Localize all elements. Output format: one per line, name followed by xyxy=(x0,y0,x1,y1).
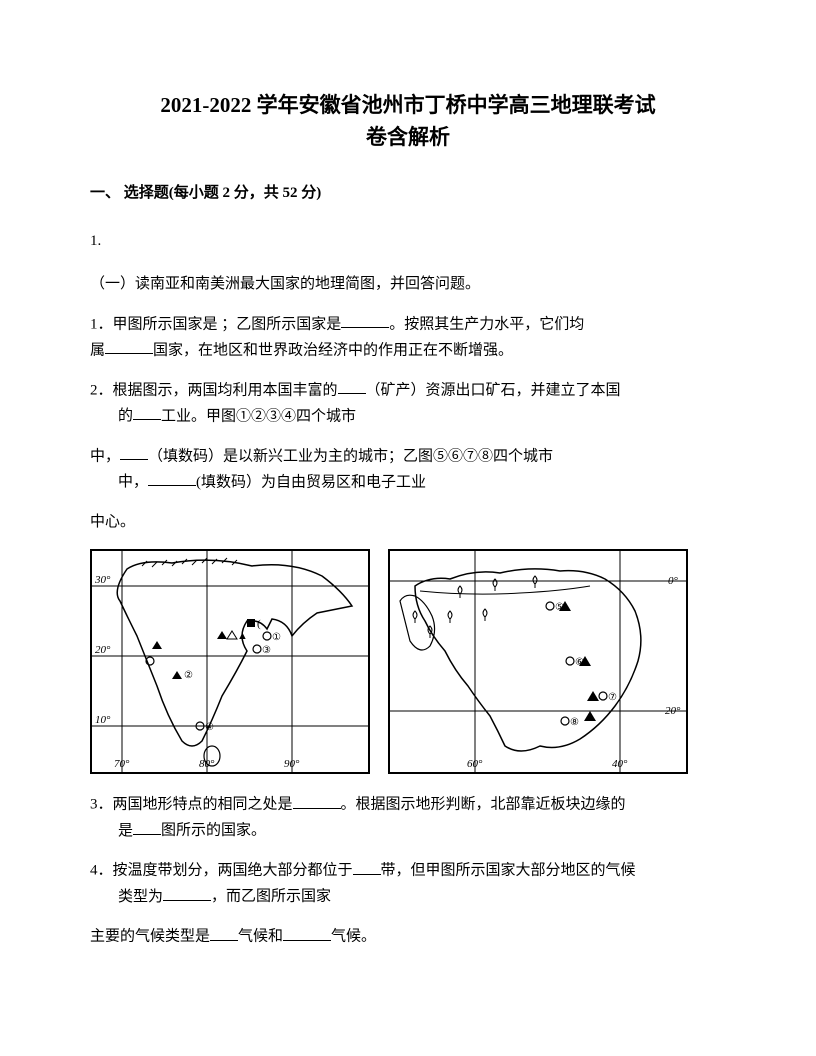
question-1-1: 1．甲图所示国家是 ；乙图所示国家是 。按照其生产力水平，它们均 属 国家，在地区和… xyxy=(90,312,726,364)
maps-container: 30° 20° 10° 70° 80° 90° ( ▲ ① ③ ② xyxy=(90,549,726,774)
text: 2．根据图示，两国均利用本国丰富的 xyxy=(90,382,338,398)
text: 是 xyxy=(90,823,133,839)
blank xyxy=(341,312,389,329)
blank xyxy=(163,884,211,901)
question-number-1: 1. xyxy=(90,229,726,255)
blank xyxy=(210,924,238,941)
city-marker: ( xyxy=(257,618,261,630)
text: 类型为 xyxy=(90,889,163,905)
lon-60: 60° xyxy=(467,758,483,770)
page-title: 2021-2022 学年安徽省池州市丁桥中学高三地理联考试 卷含解析 xyxy=(90,90,726,153)
map-india-svg: 30° 20° 10° 70° 80° 90° ( ▲ ① ③ ② xyxy=(92,551,368,772)
svg-text:③: ③ xyxy=(262,645,271,656)
svg-text:⑦: ⑦ xyxy=(608,692,617,703)
svg-text:①: ① xyxy=(272,632,281,643)
svg-text:②: ② xyxy=(184,670,193,681)
text: 主要的气候类型是 xyxy=(90,929,210,945)
text: 国家，在地区和世界政治经济中的作用正在不断增强。 xyxy=(153,342,513,358)
question-1-intro: （一）读南亚和南美洲最大国家的地理简图，并回答问题。 xyxy=(90,272,726,298)
map-india: 30° 20° 10° 70° 80° 90° ( ▲ ① ③ ② xyxy=(90,549,370,774)
title-line-2: 卷含解析 xyxy=(90,122,726,154)
blank xyxy=(133,404,161,421)
svg-text:⑥: ⑥ xyxy=(575,657,584,668)
text: 。根据图示地形判断，北部靠近板块边缘的 xyxy=(341,797,626,813)
blank xyxy=(120,444,148,461)
blank xyxy=(293,792,341,809)
text: 4．按温度带划分，两国绝大部分都位于 xyxy=(90,863,353,879)
title-line-1: 2021-2022 学年安徽省池州市丁桥中学高三地理联考试 xyxy=(90,90,726,122)
blank xyxy=(283,924,331,941)
text: 气候。 xyxy=(331,929,376,945)
text: 。按照其生产力水平，它们均 xyxy=(389,316,584,332)
section-heading: 一、 选择题(每小题 2 分，共 52 分) xyxy=(90,181,726,207)
text: （填数码）是以新兴工业为主的城市；乙图⑤⑥⑦⑧四个城市 xyxy=(148,448,553,464)
question-1-2: 2．根据图示，两国均利用本国丰富的 （矿产）资源出口矿石，并建立了本国 的 工业。甲… xyxy=(90,378,726,430)
svg-text:▲: ▲ xyxy=(237,630,248,642)
lon-70: 70° xyxy=(114,758,130,770)
lat-20s: 20° xyxy=(665,705,681,717)
svg-text:④: ④ xyxy=(205,722,214,733)
lat-20: 20° xyxy=(95,644,111,656)
text: 图所示的国家。 xyxy=(161,823,266,839)
text: 工业。甲图①②③④四个城市 xyxy=(161,408,356,424)
text: （矿产）资源出口矿石，并建立了本国 xyxy=(366,382,621,398)
svg-text:⑤: ⑤ xyxy=(555,602,564,613)
lat-10: 10° xyxy=(95,714,111,726)
text: 中， xyxy=(90,474,148,490)
question-1-4-cont: 主要的气候类型是 气候和 气候。 xyxy=(90,924,726,950)
lon-40: 40° xyxy=(612,758,628,770)
text: ，而乙图所示国家 xyxy=(211,889,331,905)
text: 3．两国地形特点的相同之处是 xyxy=(90,797,293,813)
square-symbol xyxy=(247,619,255,627)
map-brazil-svg: 0° 20° 60° 40° ⑤ xyxy=(390,551,686,772)
question-1-4: 4．按温度带划分，两国绝大部分都位于 带，但甲图所示国家大部分地区的气候 类型为 ，… xyxy=(90,858,726,910)
map-brazil: 0° 20° 60° 40° ⑤ xyxy=(388,549,688,774)
text: 气候和 xyxy=(238,929,283,945)
text: 属 xyxy=(90,342,105,358)
lat-0: 0° xyxy=(668,575,679,587)
question-1-3: 3．两国地形特点的相同之处是 。根据图示地形判断，北部靠近板块边缘的 是 图所示的国… xyxy=(90,792,726,844)
svg-text:⑧: ⑧ xyxy=(570,717,579,728)
text: 中， xyxy=(90,448,120,464)
question-1-2-end: 中心。 xyxy=(90,510,726,536)
blank xyxy=(148,470,196,487)
blank xyxy=(133,818,161,835)
blank xyxy=(105,338,153,355)
blank xyxy=(338,378,366,395)
lon-90: 90° xyxy=(284,758,300,770)
lat-30: 30° xyxy=(94,574,111,586)
text: 的 xyxy=(90,408,133,424)
text: 带，但甲图所示国家大部分地区的气候 xyxy=(381,863,636,879)
text: 1．甲图所示国家是 ；乙图所示国家是 xyxy=(90,316,341,332)
question-1-2-cont: 中，（填数码）是以新兴工业为主的城市；乙图⑤⑥⑦⑧四个城市 中，(填数码）为自由… xyxy=(90,444,726,496)
blank xyxy=(353,858,381,875)
text: (填数码）为自由贸易区和电子工业 xyxy=(196,474,426,490)
